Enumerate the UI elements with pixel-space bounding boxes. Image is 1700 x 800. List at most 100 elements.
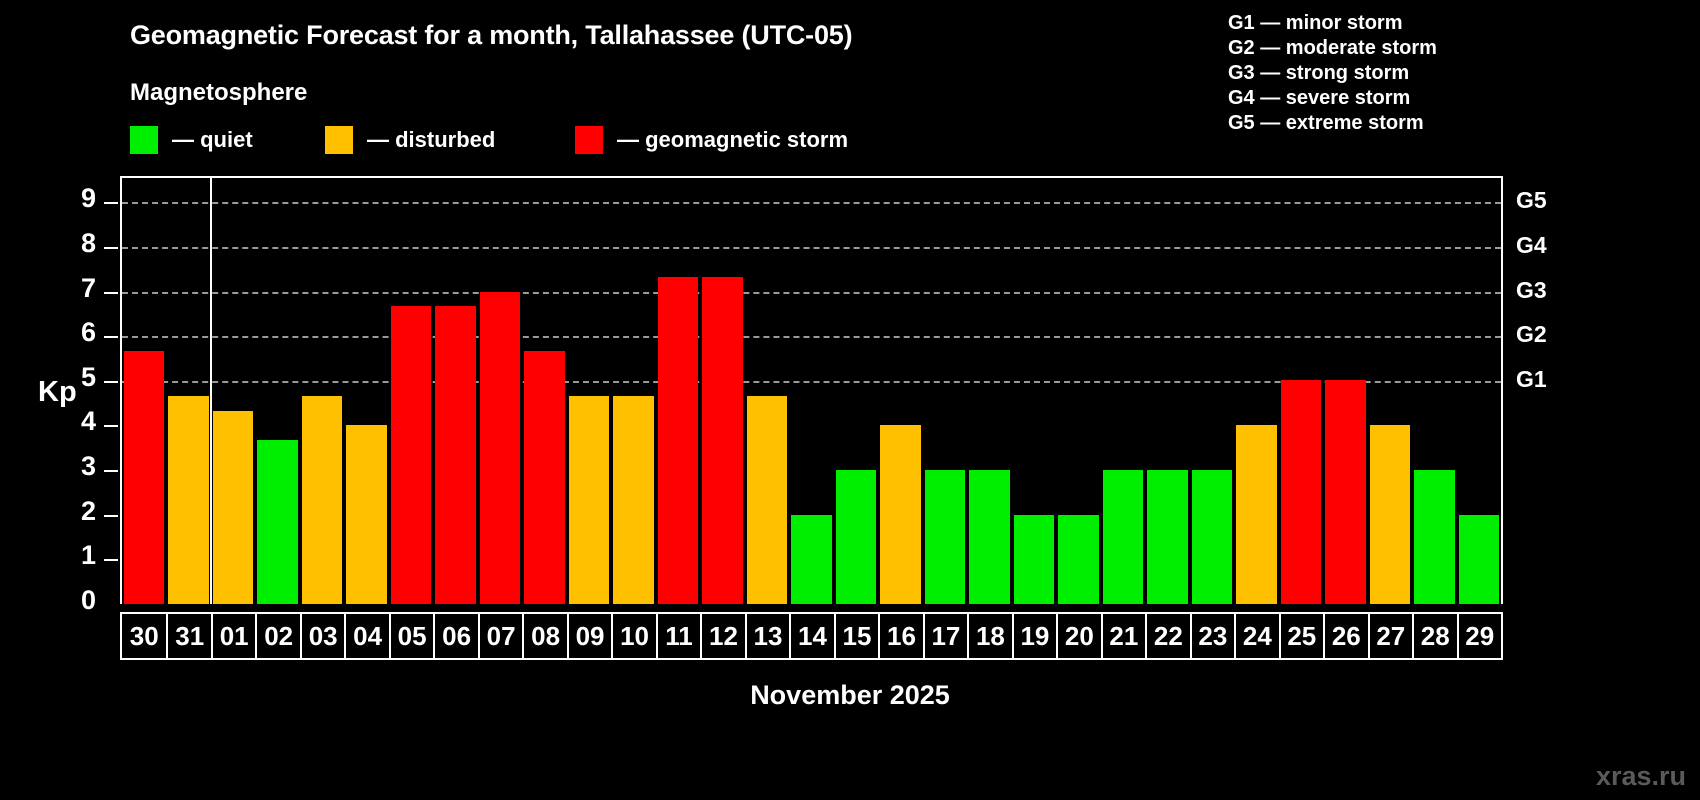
y-tick-3	[104, 470, 118, 473]
y-tick-6	[104, 336, 118, 339]
y-tick-5	[104, 380, 118, 383]
x-tick-label-11: 11	[655, 614, 700, 658]
legend-swatch-quiet-icon	[130, 126, 158, 154]
x-tick-label-23: 23	[1189, 614, 1234, 658]
x-tick-label-18: 18	[967, 614, 1011, 658]
bar-10	[613, 395, 654, 604]
x-tick-label-06: 06	[433, 614, 477, 658]
x-tick-label-17: 17	[922, 614, 967, 658]
bar-24	[1236, 425, 1277, 604]
g-axis-label-G3: G3	[1516, 276, 1547, 303]
bar-15	[835, 470, 877, 604]
y-tick-1	[104, 559, 118, 562]
x-tick-label-04: 04	[344, 614, 388, 658]
x-tick-label-29: 29	[1456, 614, 1501, 658]
g-axis-label-G1: G1	[1516, 365, 1547, 392]
g-axis-label-G5: G5	[1516, 187, 1547, 214]
x-tick-label-20: 20	[1056, 614, 1100, 658]
x-tick-label-21: 21	[1100, 614, 1145, 658]
y-axis-label: Kp	[38, 376, 77, 408]
bar-25	[1280, 379, 1322, 604]
bar-13	[746, 395, 788, 604]
x-tick-label-28: 28	[1412, 614, 1456, 658]
bar-07	[479, 291, 521, 604]
bar-29	[1458, 514, 1499, 604]
x-tick-label-03: 03	[299, 614, 344, 658]
legend-label-storm: — geomagnetic storm	[617, 127, 849, 152]
y-tick-label-0: 0	[80, 585, 96, 615]
page-title: Geomagnetic Forecast for a month, Tallah…	[130, 20, 853, 50]
legend-item-storm: — geomagnetic storm	[575, 124, 848, 156]
legend-label-disturbed: — disturbed	[367, 127, 496, 152]
x-tick-label-16: 16	[878, 614, 922, 658]
y-tick-2	[104, 514, 118, 517]
watermark: xras.ru	[1595, 761, 1686, 791]
y-tick-7	[104, 291, 118, 294]
gridline-kp-8	[122, 246, 1501, 249]
legend-item-disturbed: — disturbed	[325, 124, 495, 156]
y-tick-label-4: 4	[80, 406, 96, 437]
g-scale-row-5: G5 — extreme storm	[1228, 112, 1424, 134]
x-axis-label: November 2025	[750, 680, 950, 710]
bar-27	[1369, 425, 1411, 604]
g-scale-row-4: G4 — severe storm	[1228, 87, 1411, 109]
gridline-kp-6	[122, 336, 1501, 339]
y-tick-label-1: 1	[80, 540, 96, 571]
x-tick-label-01: 01	[210, 614, 255, 658]
bar-19	[1013, 514, 1055, 604]
x-tick-label-31: 31	[166, 614, 210, 658]
bar-12	[702, 276, 743, 604]
g-axis-label-G2: G2	[1516, 321, 1547, 348]
bar-01	[212, 410, 254, 604]
g-scale-row-1: G1 — minor storm	[1228, 12, 1403, 34]
x-tick-label-15: 15	[833, 614, 878, 658]
legend-swatch-disturbed-icon	[325, 126, 353, 154]
bar-18	[969, 470, 1010, 604]
legend-item-quiet: — quiet	[130, 124, 253, 156]
x-tick-label-02: 02	[255, 614, 299, 658]
bar-23	[1191, 470, 1233, 604]
plot-area	[122, 178, 1501, 604]
x-tick-label-27: 27	[1367, 614, 1412, 658]
x-tick-label-22: 22	[1145, 614, 1189, 658]
bar-21	[1102, 470, 1144, 604]
y-tick-label-5: 5	[80, 361, 96, 392]
x-tick-label-30: 30	[129, 620, 159, 651]
x-tick-label-26: 26	[1323, 614, 1367, 658]
bar-31	[168, 395, 209, 604]
g-scale-legend: G1 — minor storm G2 — moderate storm G3 — …	[1228, 11, 1437, 136]
y-tick-label-8: 8	[80, 227, 96, 258]
y-tick-label-9: 9	[80, 183, 96, 214]
bar-22	[1147, 470, 1188, 604]
bar-17	[924, 470, 966, 604]
x-tick-label-25: 25	[1278, 614, 1323, 658]
bar-26	[1325, 379, 1366, 604]
bar-02	[257, 440, 298, 604]
x-tick-label-09: 09	[566, 614, 611, 658]
legend-label-quiet: — quiet	[172, 127, 253, 152]
y-tick-9	[104, 202, 118, 205]
g-scale-row-3: G3 — strong storm	[1228, 62, 1410, 84]
bar-30	[124, 350, 165, 604]
x-tick-label-10: 10	[611, 614, 655, 658]
y-tick-label-7: 7	[80, 272, 96, 303]
g-axis-label-G4: G4	[1516, 231, 1547, 258]
plot-frame	[120, 176, 1503, 604]
bar-14	[791, 514, 832, 604]
x-tick-label-05: 05	[388, 614, 433, 658]
gridline-kp-5	[122, 380, 1501, 383]
x-tick-label-24: 24	[1234, 614, 1278, 658]
x-tick-label-08: 08	[522, 614, 566, 658]
x-tick-label-07: 07	[477, 614, 522, 658]
x-tick-label-19: 19	[1011, 614, 1056, 658]
gridline-kp-9	[122, 202, 1501, 205]
y-tick-4	[104, 425, 118, 428]
bar-16	[880, 425, 921, 604]
bar-20	[1058, 514, 1099, 604]
bar-03	[301, 395, 343, 604]
bar-04	[346, 425, 387, 604]
x-tick-label-14: 14	[789, 614, 833, 658]
chart-subtitle: Magnetosphere	[130, 79, 308, 106]
x-tick-label-12: 12	[700, 614, 744, 658]
y-tick-label-2: 2	[80, 495, 96, 526]
